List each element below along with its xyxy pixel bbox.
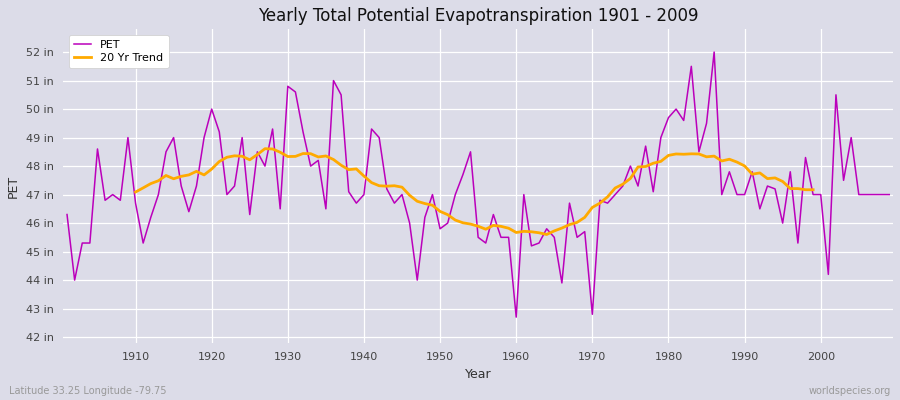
20 Yr Trend [807,187,818,192]
PET [290,90,301,94]
PET [336,92,346,97]
PET [518,192,529,197]
Text: worldspecies.org: worldspecies.org [809,386,891,396]
X-axis label: Year: Year [464,368,491,381]
PET [511,315,522,320]
Title: Yearly Total Potential Evapotranspiration 1901 - 2009: Yearly Total Potential Evapotranspiratio… [258,7,698,25]
Y-axis label: PET: PET [7,174,20,198]
PET [122,135,133,140]
20 Yr Trend [541,232,552,237]
20 Yr Trend [793,186,804,191]
PET [61,212,72,217]
20 Yr Trend [724,157,734,162]
PET [503,235,514,240]
20 Yr Trend [130,190,141,194]
PET [610,192,621,197]
Legend: PET, 20 Yr Trend: PET, 20 Yr Trend [68,35,168,68]
Text: Latitude 33.25 Longitude -79.75: Latitude 33.25 Longitude -79.75 [9,386,166,396]
PET [708,50,719,54]
20 Yr Trend [708,154,719,158]
20 Yr Trend [343,167,354,172]
Line: PET: PET [67,52,889,317]
20 Yr Trend [259,146,270,151]
PET [884,192,895,197]
20 Yr Trend [617,182,628,186]
20 Yr Trend [221,155,232,160]
Line: 20 Yr Trend: 20 Yr Trend [136,149,813,234]
